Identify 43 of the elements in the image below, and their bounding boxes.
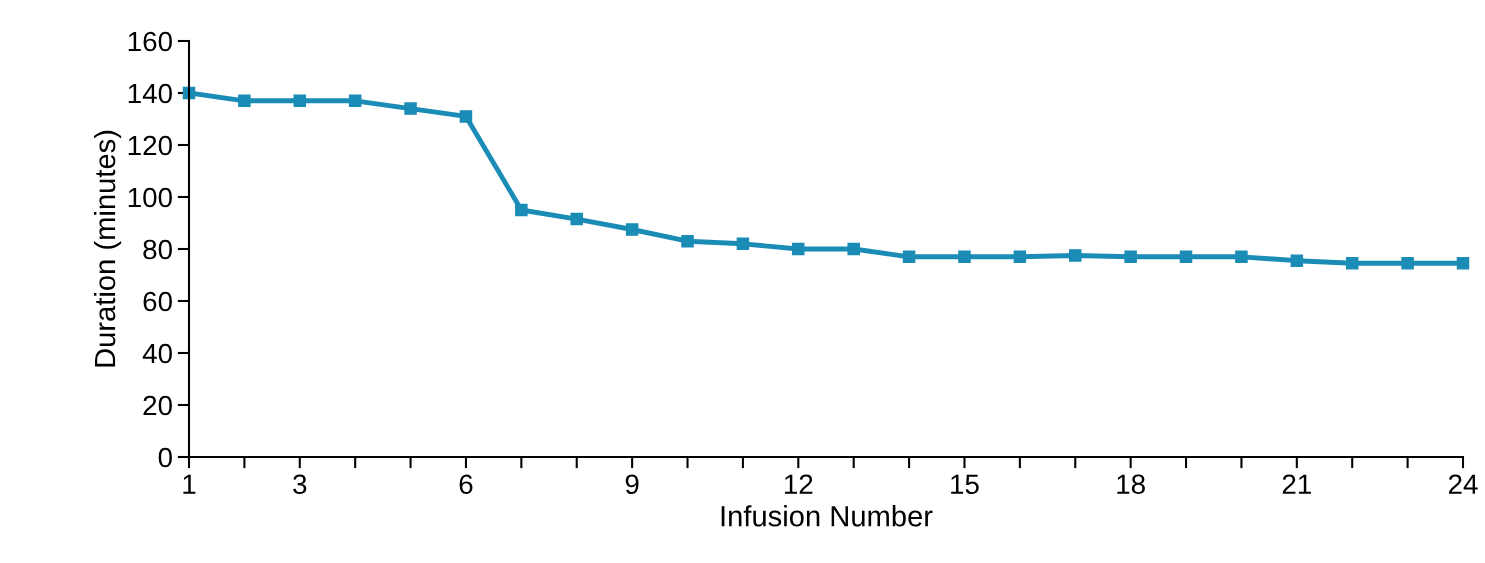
point (348, 94, 362, 108)
y-tick-label: 60 (143, 291, 172, 312)
point (459, 110, 473, 123)
x-tick-label: 24 (1448, 474, 1478, 494)
x-tick-label: 1 (183, 474, 196, 494)
point (293, 94, 307, 108)
point (1401, 257, 1414, 270)
x-tick-label: 3 (293, 474, 307, 495)
point (681, 234, 694, 248)
y-tick-label: 80 (143, 239, 172, 260)
point (902, 250, 916, 264)
x-tick-label: 6 (459, 474, 473, 495)
point (625, 223, 639, 236)
x-tick-label: 21 (1282, 474, 1311, 494)
y-tick-label: 140 (128, 83, 172, 104)
x-tick-label: 18 (1117, 474, 1145, 495)
x-axis-title: Infusion Number (721, 505, 933, 527)
point (1013, 250, 1027, 264)
point (515, 203, 528, 217)
point (1179, 250, 1193, 264)
point (570, 212, 583, 226)
point (238, 94, 251, 108)
point (736, 237, 750, 251)
y-axis-title: Duration (minutes) (93, 130, 122, 367)
point (792, 242, 805, 256)
x-tick-label: 15 (951, 474, 979, 495)
point (1290, 254, 1304, 267)
point (1235, 250, 1248, 264)
point (1124, 250, 1137, 264)
y-tick-label: 100 (128, 187, 172, 208)
y-tick-label: 0 (158, 447, 172, 468)
x-tick-label: 9 (625, 474, 639, 495)
y-tick-label: 40 (142, 343, 172, 364)
y-tick-label: 120 (128, 135, 172, 156)
x-tick-label: 12 (784, 474, 813, 494)
point (404, 102, 417, 115)
point (958, 250, 971, 264)
point (1345, 257, 1359, 270)
y-tick-label: 160 (128, 31, 172, 52)
point (1456, 257, 1470, 270)
point (1069, 249, 1082, 262)
point (847, 242, 860, 256)
y-tick-label: 20 (143, 395, 172, 416)
